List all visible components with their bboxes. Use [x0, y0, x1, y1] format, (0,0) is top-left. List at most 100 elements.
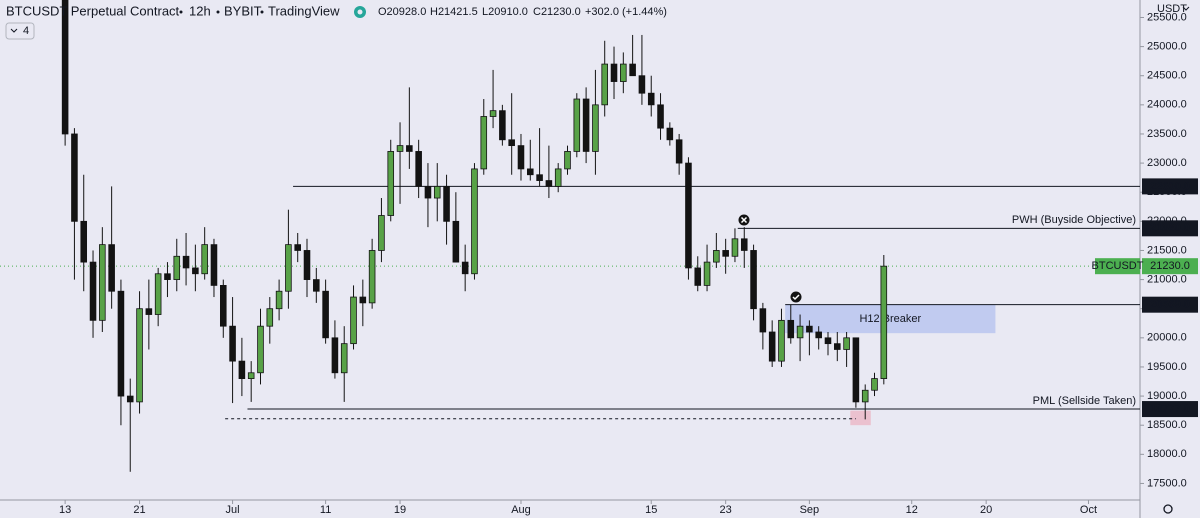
candle-body: [266, 308, 274, 327]
candle-body: [415, 151, 422, 187]
candle-body: [778, 319, 785, 362]
candle-body: [685, 162, 692, 269]
x-tick-label: 12: [906, 504, 918, 516]
candle-body: [424, 185, 432, 199]
x-tick-label: Sep: [800, 504, 820, 516]
symbol-title: BTCUSDT Perpetual Contract: [6, 3, 180, 18]
y-tick-label: 17500.0: [1147, 477, 1187, 489]
candle-body: [647, 92, 655, 106]
candle-body: [880, 265, 888, 379]
settings-icon[interactable]: [1163, 504, 1173, 514]
zone-label: H12 Breaker: [859, 313, 921, 325]
y-tick-label: 25500.0: [1147, 11, 1187, 23]
candle-body: [368, 250, 376, 304]
candle-body: [824, 337, 832, 345]
level-annotation: PWH (Buyside Objective): [1012, 214, 1136, 226]
candle-body: [610, 63, 618, 82]
candle-body: [843, 337, 850, 350]
zone: [850, 410, 871, 426]
candle-body: [89, 261, 97, 321]
level-annotation: PML (Sellside Taken): [1033, 395, 1136, 407]
candle-body: [443, 185, 450, 222]
candle-body: [340, 343, 348, 374]
x-tick-label: 15: [645, 504, 657, 516]
candle-body: [322, 290, 329, 339]
x-tick-label: 11: [320, 504, 331, 516]
candle-body: [601, 63, 608, 106]
y-tick-label: 23500.0: [1147, 128, 1187, 140]
candle-body: [694, 267, 702, 286]
candle-body: [536, 174, 543, 181]
zone: [785, 304, 996, 334]
candle-body: [182, 255, 190, 269]
candle-body: [378, 215, 385, 251]
y-tick-label: 24000.0: [1147, 99, 1187, 111]
candle-body: [285, 244, 292, 292]
candle-body: [592, 104, 599, 152]
candle-body: [452, 220, 460, 263]
candle-body: [275, 290, 283, 310]
candle-body: [666, 127, 674, 141]
y-tick-label: 19500.0: [1147, 361, 1187, 373]
y-tick-label: 21000.0: [1147, 273, 1187, 285]
indicators-toggle[interactable]: [5, 22, 35, 40]
level-price-label: 22600.0: [1150, 180, 1190, 192]
candle-body: [499, 110, 506, 141]
candle-body: [861, 389, 869, 403]
candle-body: [815, 331, 822, 339]
candle-body: [192, 267, 199, 275]
currency[interactable]: USDT: [1157, 3, 1187, 15]
candle-body: [545, 180, 553, 187]
ohlc-change: +302.0 (+1.44%): [585, 6, 667, 18]
candle-body: [703, 261, 711, 286]
candle-body: [582, 98, 590, 152]
last-price-label: 21230.0: [1150, 260, 1190, 272]
candle-body: [787, 319, 795, 339]
y-tick-label: 24500.0: [1147, 70, 1187, 82]
candle-body: [71, 133, 78, 222]
candle-body: [387, 151, 395, 216]
market-status-dot: [357, 9, 363, 15]
candle-body: [629, 63, 636, 77]
source: TradingView: [268, 3, 340, 18]
y-tick-label: 25000.0: [1147, 41, 1187, 53]
markers: [738, 214, 802, 303]
candle-body: [238, 360, 246, 379]
candle-body: [731, 238, 739, 257]
separator: [260, 10, 264, 14]
candle-body: [396, 145, 404, 152]
candle-body: [247, 372, 255, 379]
y-tick-label: 20000.0: [1147, 332, 1187, 344]
candle-body: [852, 337, 860, 403]
candle-body: [834, 343, 841, 350]
x-tick-label: 20: [980, 504, 992, 516]
candle-body: [740, 238, 748, 251]
candle-body: [638, 75, 646, 94]
candle-body: [722, 250, 729, 257]
plot-area: H12 Breaker PWH (Buyside Objective) PML (S…: [0, 0, 1140, 472]
x-tick-label: 21: [133, 504, 145, 516]
candle-body: [461, 261, 469, 275]
candle-body: [657, 104, 664, 129]
separator: [179, 10, 183, 14]
y-tick-label: 23000.0: [1147, 157, 1187, 169]
ohlc-high: H21421.5: [430, 6, 478, 18]
candle-body: [331, 337, 339, 374]
gear[interactable]: [1163, 504, 1173, 514]
y-tick-label: 18000.0: [1147, 448, 1187, 460]
candle-body: [80, 220, 88, 263]
candle-body: [210, 244, 218, 286]
candle-body: [219, 285, 227, 327]
level-price-label: 20569.0: [1150, 299, 1190, 311]
x-tick-label: Aug: [511, 504, 531, 516]
y-tick-label: 18500.0: [1147, 419, 1187, 431]
candle-body: [303, 250, 311, 280]
candle-body: [517, 145, 525, 170]
candle-body: [489, 110, 497, 117]
candle-body: [527, 168, 534, 176]
candle-body: [750, 250, 757, 310]
symbol-tag-label: BTCUSDT: [1092, 260, 1144, 272]
level-price-tag: [1142, 401, 1198, 418]
candle-body: [350, 296, 357, 345]
